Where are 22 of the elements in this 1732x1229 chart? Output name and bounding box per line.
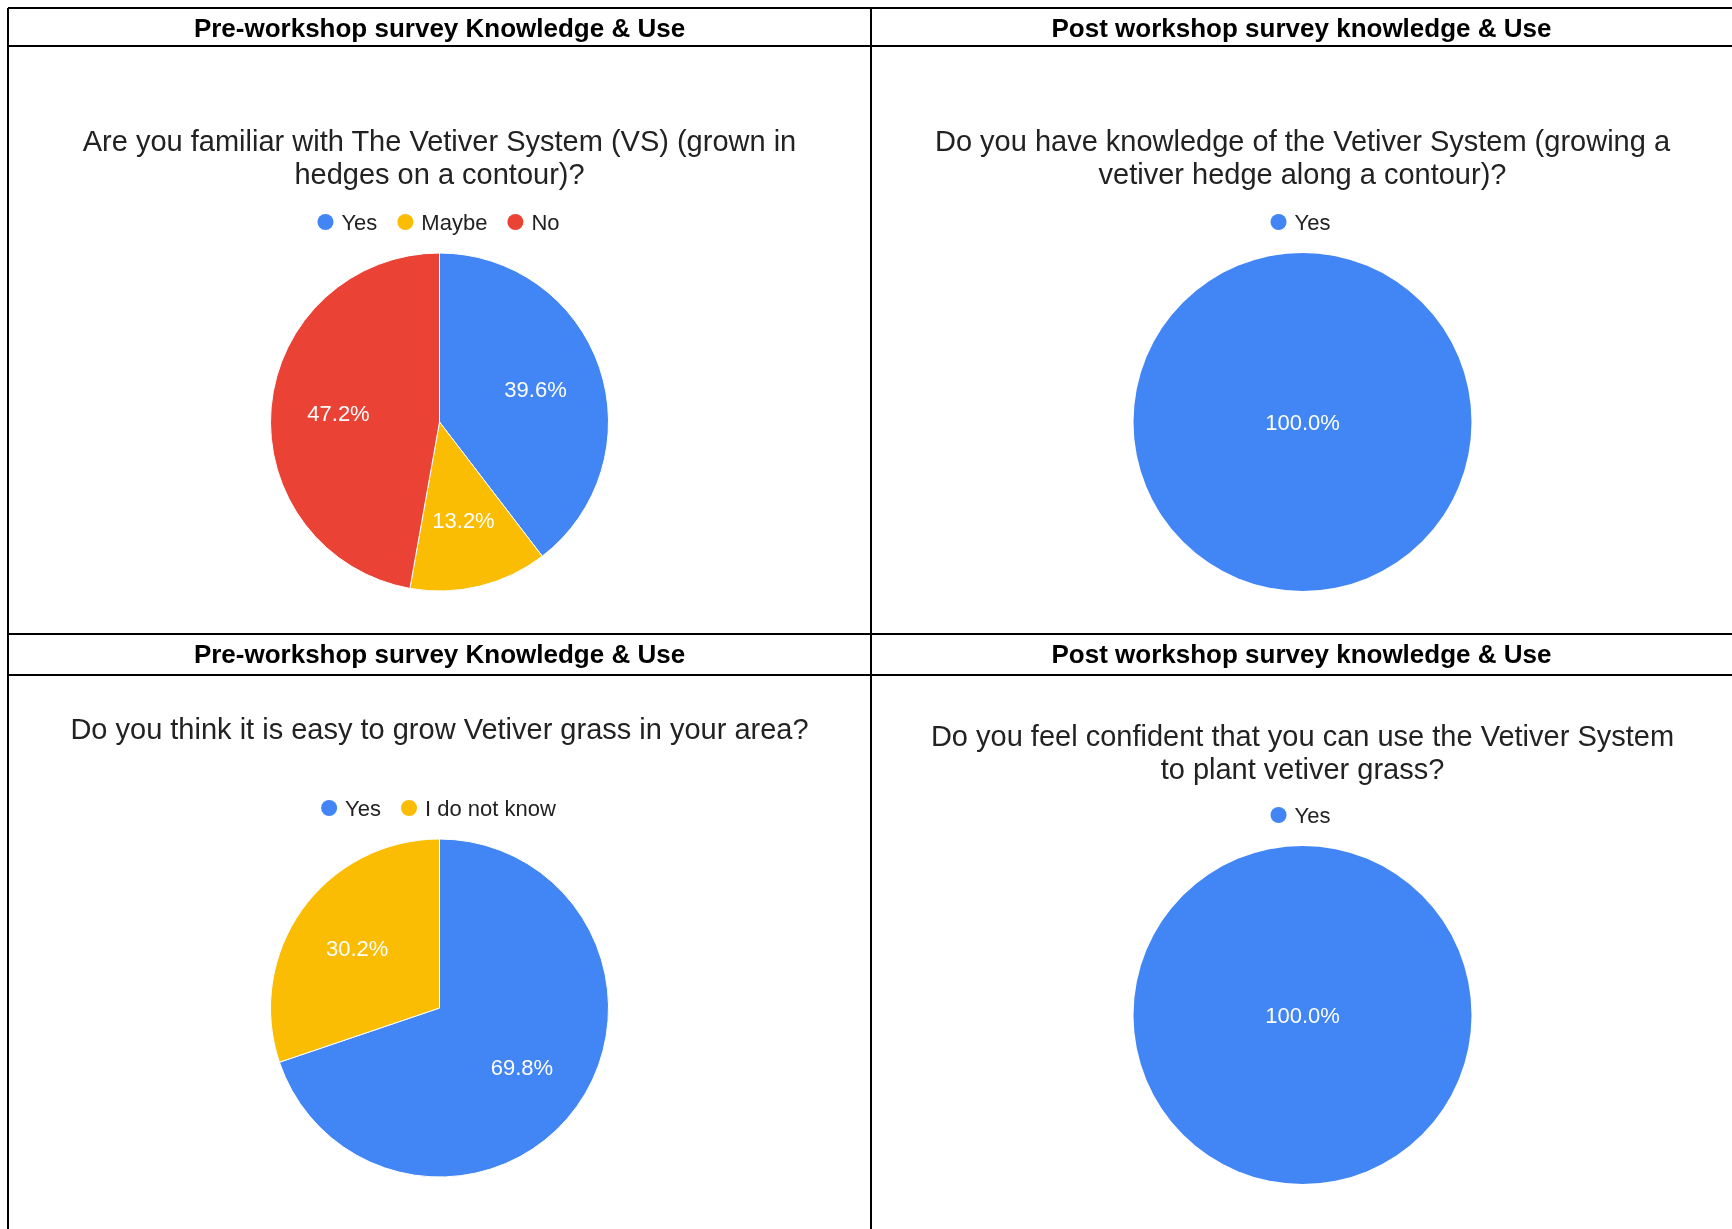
- data-label: 13.2%: [432, 508, 495, 534]
- legend-label: Yes: [1294, 802, 1331, 828]
- chart-title: Do you have knowledge of the Vetiver System (growing a vetiver hedge along a contour)?: [934, 125, 1671, 190]
- data-label: 30.2%: [325, 936, 389, 962]
- data-label: 47.2%: [307, 400, 370, 426]
- data-label: 100.0%: [1265, 409, 1340, 435]
- data-label: 69.8%: [490, 1054, 554, 1080]
- legend-label: Maybe: [421, 209, 488, 235]
- text: Post workshop survey knowledge & Use: [1051, 639, 1552, 669]
- chart-title: Do you feel confident that you can use the Vetiver System to plant vetiver grass?: [930, 720, 1675, 785]
- legend-label: Yes: [1294, 209, 1331, 235]
- text: Pre-workshop survey Knowledge & Use: [193, 13, 686, 43]
- legend-label: Yes: [345, 795, 382, 821]
- chart-title: Do you think it is easy to grow Vetiver grass in your area?: [70, 713, 809, 745]
- chart-title: Are you familiar with The Vetiver System (VS) (grown in hedges on a contour)?: [82, 125, 797, 190]
- legend-label: Yes: [341, 209, 378, 235]
- text: Post workshop survey knowledge & Use: [1051, 13, 1552, 43]
- text: Pre-workshop survey Knowledge & Use: [193, 639, 686, 669]
- data-label: 100.0%: [1265, 1002, 1340, 1028]
- legend-label: No: [531, 209, 560, 235]
- legend-label: I do not know: [425, 795, 556, 821]
- data-label: 39.6%: [504, 376, 567, 402]
